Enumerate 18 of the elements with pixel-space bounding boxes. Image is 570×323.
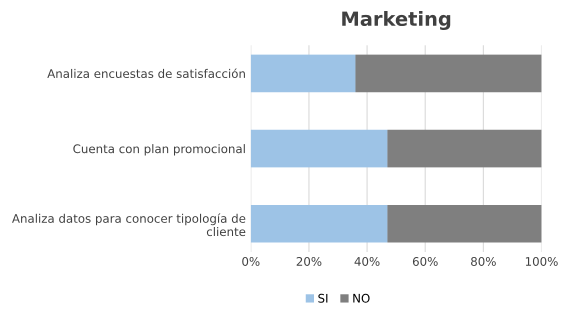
bar xyxy=(355,54,542,92)
bar xyxy=(387,204,542,243)
x-tick-label: 0% xyxy=(242,257,260,266)
legend-label: SI xyxy=(318,294,328,303)
bar xyxy=(250,204,388,243)
x-tick-label: 40% xyxy=(354,257,380,266)
bar xyxy=(250,54,356,92)
chart-title: Marketing xyxy=(342,11,450,30)
x-tick-label: 80% xyxy=(471,257,496,266)
y-tick-label: Analiza encuestas de satisfacción xyxy=(47,68,245,78)
y-tick-label: Analiza datos para conocer tipología de cliente xyxy=(12,213,246,236)
x-tick-label: 60% xyxy=(412,257,438,266)
bar xyxy=(387,130,542,168)
y-tick-label: Cuenta con plan promocional xyxy=(73,144,245,156)
x-tick-label: 100% xyxy=(526,257,558,266)
bar xyxy=(250,130,388,168)
x-tick-label: 20% xyxy=(296,257,322,266)
legend-label: NO xyxy=(353,294,370,303)
